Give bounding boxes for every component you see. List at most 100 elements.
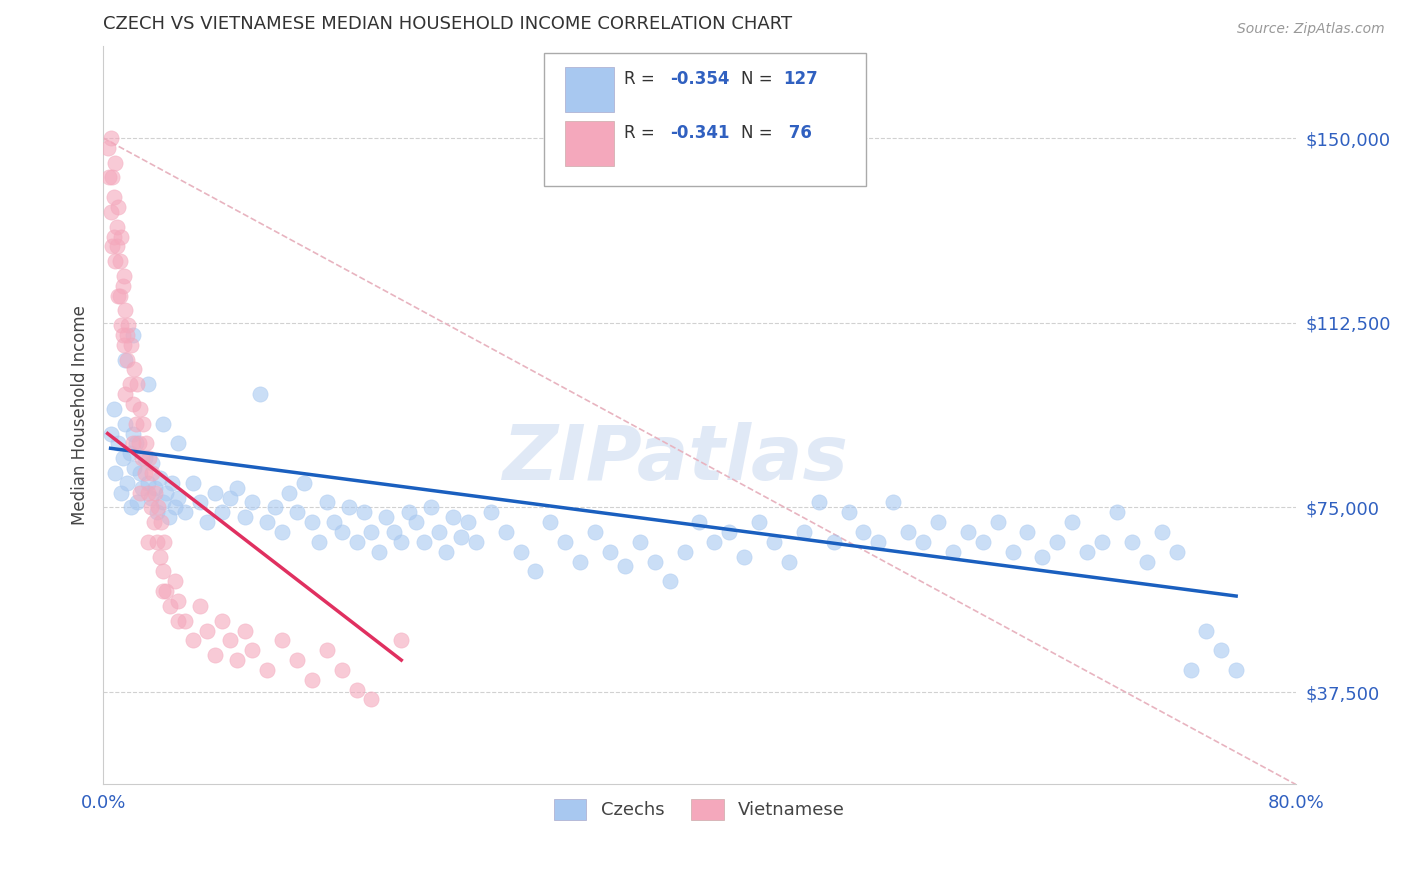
- Point: [149, 549, 172, 564]
- Point: [1001, 545, 1024, 559]
- Point: [181, 475, 204, 490]
- Point: [163, 500, 186, 515]
- Point: [226, 481, 249, 495]
- Point: [136, 475, 159, 490]
- Point: [688, 515, 710, 529]
- Point: [583, 524, 606, 539]
- Point: [211, 614, 233, 628]
- Point: [1195, 624, 1218, 638]
- Point: [718, 524, 741, 539]
- Point: [100, 426, 122, 441]
- Point: [159, 599, 181, 613]
- Point: [278, 485, 301, 500]
- Point: [122, 426, 145, 441]
- Point: [271, 524, 294, 539]
- Point: [152, 495, 174, 509]
- Point: [807, 495, 830, 509]
- Point: [129, 485, 152, 500]
- Text: -0.354: -0.354: [669, 70, 730, 88]
- Text: 127: 127: [783, 70, 818, 88]
- Point: [703, 534, 725, 549]
- Point: [150, 515, 173, 529]
- Text: N =: N =: [741, 70, 773, 88]
- Point: [292, 475, 315, 490]
- Point: [218, 491, 240, 505]
- Point: [108, 254, 131, 268]
- Point: [141, 456, 163, 470]
- Point: [124, 461, 146, 475]
- Point: [155, 584, 177, 599]
- Point: [1076, 545, 1098, 559]
- Point: [188, 599, 211, 613]
- Point: [398, 505, 420, 519]
- Text: ZIPatlas: ZIPatlas: [502, 423, 849, 496]
- Legend: Czechs, Vietnamese: Czechs, Vietnamese: [547, 792, 852, 827]
- Point: [464, 534, 486, 549]
- Point: [375, 510, 398, 524]
- Point: [323, 515, 346, 529]
- Point: [412, 534, 434, 549]
- Point: [105, 239, 128, 253]
- Point: [389, 633, 412, 648]
- Point: [112, 338, 135, 352]
- Point: [103, 190, 125, 204]
- Point: [143, 485, 166, 500]
- Point: [233, 510, 256, 524]
- Point: [139, 500, 162, 515]
- Point: [148, 500, 170, 515]
- Point: [972, 534, 994, 549]
- Point: [912, 534, 935, 549]
- Point: [330, 663, 353, 677]
- Point: [103, 229, 125, 244]
- Point: [122, 328, 145, 343]
- Point: [122, 397, 145, 411]
- Point: [538, 515, 561, 529]
- Point: [368, 545, 391, 559]
- Point: [240, 643, 263, 657]
- Point: [120, 500, 142, 515]
- Point: [132, 417, 155, 431]
- Point: [315, 643, 337, 657]
- Text: R =: R =: [624, 70, 655, 88]
- Point: [1150, 524, 1173, 539]
- Point: [114, 303, 136, 318]
- Point: [1031, 549, 1053, 564]
- Point: [256, 515, 278, 529]
- Text: N =: N =: [741, 124, 773, 142]
- Point: [479, 505, 502, 519]
- Text: R =: R =: [624, 124, 655, 142]
- Point: [658, 574, 681, 589]
- Point: [256, 663, 278, 677]
- Point: [108, 288, 131, 302]
- Point: [382, 524, 405, 539]
- Point: [104, 466, 127, 480]
- Point: [882, 495, 904, 509]
- Point: [107, 436, 129, 450]
- Point: [118, 377, 141, 392]
- Point: [105, 219, 128, 234]
- Point: [301, 673, 323, 687]
- Point: [1091, 534, 1114, 549]
- Text: 76: 76: [783, 124, 811, 142]
- Point: [823, 534, 845, 549]
- Point: [139, 491, 162, 505]
- Point: [1136, 555, 1159, 569]
- Point: [628, 534, 651, 549]
- Point: [152, 565, 174, 579]
- Point: [1180, 663, 1202, 677]
- Point: [134, 466, 156, 480]
- Point: [115, 475, 138, 490]
- Point: [389, 534, 412, 549]
- Point: [346, 534, 368, 549]
- Point: [127, 495, 149, 509]
- Point: [271, 633, 294, 648]
- Point: [129, 401, 152, 416]
- Point: [153, 534, 176, 549]
- Point: [143, 481, 166, 495]
- Point: [104, 254, 127, 268]
- Point: [897, 524, 920, 539]
- Point: [457, 515, 479, 529]
- Point: [174, 505, 197, 519]
- Y-axis label: Median Household Income: Median Household Income: [72, 305, 89, 525]
- Point: [181, 633, 204, 648]
